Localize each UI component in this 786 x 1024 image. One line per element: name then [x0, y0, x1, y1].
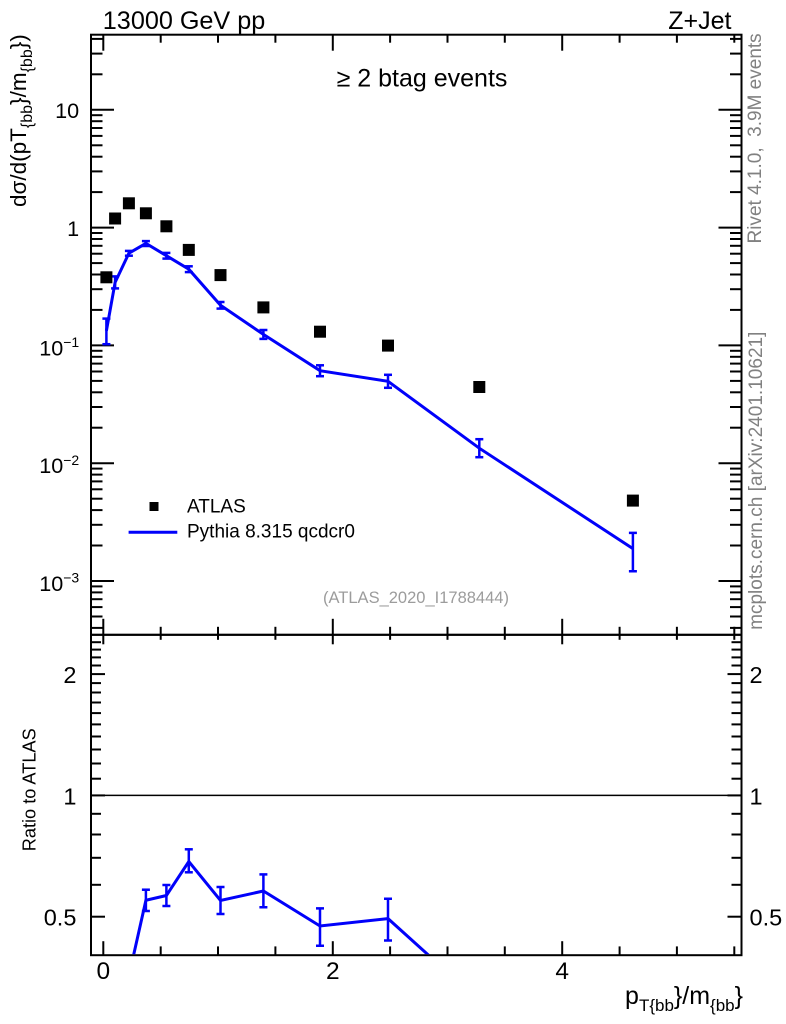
svg-text:10−2: 10−2: [39, 452, 79, 478]
svg-text:13000 GeV pp: 13000 GeV pp: [103, 7, 265, 35]
svg-text:2: 2: [63, 662, 76, 688]
svg-text:1: 1: [63, 783, 76, 809]
svg-text:pT{bb}/m{bb}: pT{bb}/m{bb}: [625, 982, 743, 1015]
svg-text:(ATLAS_2020_I1788444): (ATLAS_2020_I1788444): [323, 589, 509, 607]
svg-text:2: 2: [750, 662, 763, 688]
svg-text:≥ 2 btag events: ≥ 2 btag events: [337, 64, 508, 92]
svg-text:Pythia 8.315 qcdcr0: Pythia 8.315 qcdcr0: [187, 521, 355, 542]
svg-text:1: 1: [67, 216, 79, 241]
svg-text:0.5: 0.5: [44, 905, 77, 931]
svg-text:mcplots.cern.ch [arXiv:2401.10: mcplots.cern.ch [arXiv:2401.10621]: [746, 332, 767, 630]
svg-text:1: 1: [750, 783, 763, 809]
svg-text:Ratio to ATLAS: Ratio to ATLAS: [20, 728, 40, 851]
svg-text:2: 2: [326, 958, 340, 985]
svg-text:0: 0: [96, 958, 110, 985]
svg-text:4: 4: [555, 958, 569, 985]
svg-text:Z+Jet: Z+Jet: [668, 7, 731, 35]
svg-text:ATLAS: ATLAS: [187, 497, 246, 518]
svg-text:10: 10: [55, 98, 79, 123]
svg-text:Rivet 4.1.0, 3.9M events: Rivet 4.1.0, 3.9M events: [745, 33, 766, 243]
svg-text:0.5: 0.5: [750, 905, 783, 931]
